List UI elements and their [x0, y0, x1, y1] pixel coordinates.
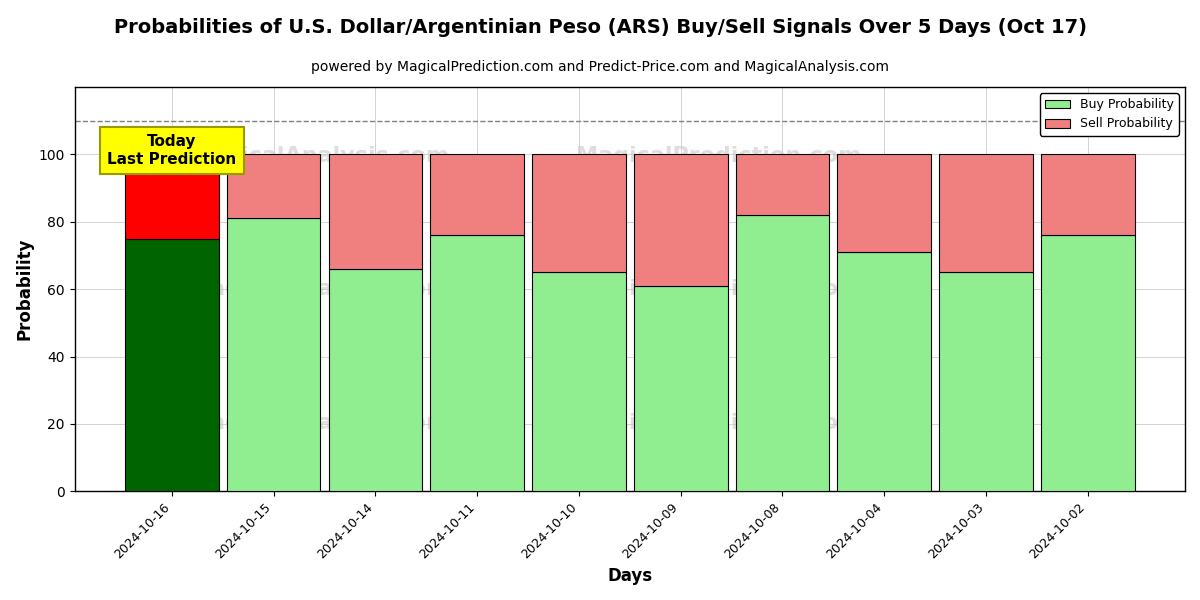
- Bar: [940, 272, 1033, 491]
- Bar: [227, 218, 320, 491]
- Bar: [1040, 154, 1134, 235]
- Text: MagicalPrediction.com: MagicalPrediction.com: [576, 413, 862, 433]
- Bar: [329, 269, 422, 491]
- Bar: [736, 215, 829, 491]
- Bar: [634, 154, 727, 286]
- Bar: [838, 252, 931, 491]
- Bar: [125, 154, 218, 239]
- Bar: [940, 154, 1033, 272]
- Legend: Buy Probability, Sell Probability: Buy Probability, Sell Probability: [1040, 93, 1178, 136]
- Bar: [634, 286, 727, 491]
- Bar: [431, 154, 524, 235]
- Bar: [532, 272, 625, 491]
- Bar: [736, 154, 829, 215]
- Text: Today
Last Prediction: Today Last Prediction: [107, 134, 236, 167]
- Bar: [431, 235, 524, 491]
- X-axis label: Days: Days: [607, 567, 653, 585]
- Bar: [532, 154, 625, 272]
- Text: Probabilities of U.S. Dollar/Argentinian Peso (ARS) Buy/Sell Signals Over 5 Days: Probabilities of U.S. Dollar/Argentinian…: [114, 18, 1086, 37]
- Y-axis label: Probability: Probability: [16, 238, 34, 340]
- Bar: [838, 154, 931, 252]
- Text: powered by MagicalPrediction.com and Predict-Price.com and MagicalAnalysis.com: powered by MagicalPrediction.com and Pre…: [311, 60, 889, 74]
- Bar: [227, 154, 320, 218]
- Text: MagicalAnalysis.com: MagicalAnalysis.com: [188, 146, 450, 166]
- Text: MagicalAnalysis.com: MagicalAnalysis.com: [188, 279, 450, 299]
- Text: MagicalPrediction.com: MagicalPrediction.com: [576, 279, 862, 299]
- Bar: [1040, 235, 1134, 491]
- Text: MagicalPrediction.com: MagicalPrediction.com: [576, 146, 862, 166]
- Text: MagicalAnalysis.com: MagicalAnalysis.com: [188, 413, 450, 433]
- Bar: [125, 239, 218, 491]
- Bar: [329, 154, 422, 269]
